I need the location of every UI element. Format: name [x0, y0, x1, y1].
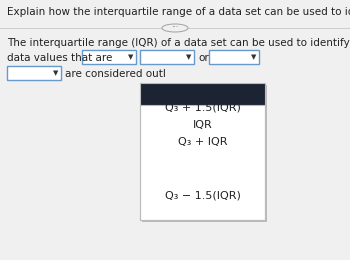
- Bar: [7, 66, 61, 80]
- Text: Explain how the interquartile range of a data set can be used to identify outlie: Explain how the interquartile range of a…: [7, 7, 350, 17]
- Bar: [140, 50, 194, 64]
- Text: Q₃ − 1.5(IQR): Q₃ − 1.5(IQR): [164, 190, 240, 200]
- Text: ▼: ▼: [128, 54, 134, 60]
- Bar: [82, 50, 136, 64]
- Text: Q₃ + IQR: Q₃ + IQR: [178, 137, 227, 147]
- Text: ···: ···: [172, 23, 178, 32]
- Text: ▼: ▼: [251, 54, 257, 60]
- Text: Q₃ + 1.5(IQR): Q₃ + 1.5(IQR): [164, 103, 240, 113]
- Bar: [140, 83, 265, 105]
- Text: or: or: [198, 53, 209, 63]
- Text: IQR: IQR: [193, 120, 212, 130]
- Text: data values that are: data values that are: [7, 53, 112, 63]
- Text: ▼: ▼: [53, 70, 59, 76]
- Bar: [142, 85, 267, 222]
- Ellipse shape: [162, 24, 188, 32]
- Bar: [209, 50, 259, 64]
- Text: The interquartile range (IQR) of a data set can be used to identify outliers bec: The interquartile range (IQR) of a data …: [7, 38, 350, 48]
- Text: are considered outl: are considered outl: [65, 69, 166, 79]
- Text: ▼: ▼: [186, 54, 192, 60]
- Bar: [140, 83, 265, 220]
- Bar: [140, 105, 265, 220]
